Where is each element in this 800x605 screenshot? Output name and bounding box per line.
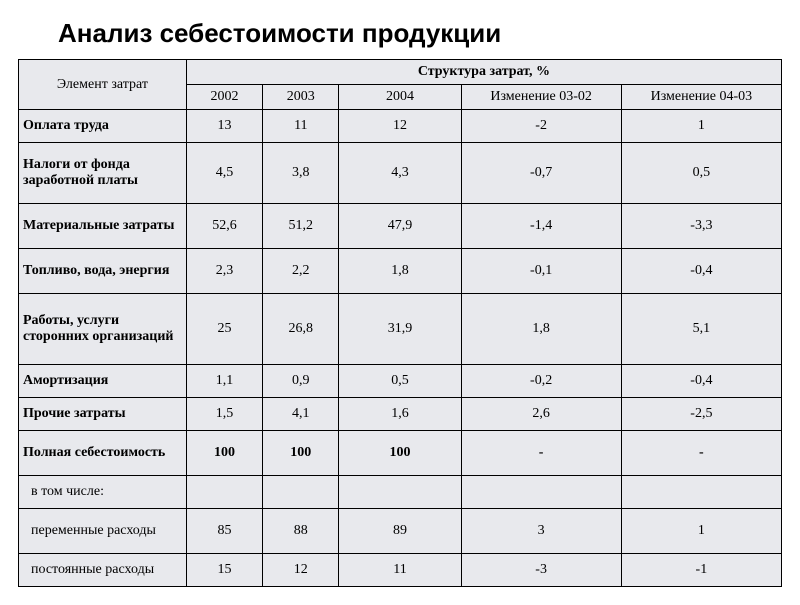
cell-value: 1,6 bbox=[339, 398, 461, 431]
cell-value: 0,5 bbox=[621, 143, 781, 204]
cell-value: 4,1 bbox=[263, 398, 339, 431]
cell-value: 26,8 bbox=[263, 294, 339, 365]
table-header-row-1: Элемент затрат Структура затрат, % bbox=[19, 60, 782, 85]
cell-value: 4,3 bbox=[339, 143, 461, 204]
col-header-change-03-02: Изменение 03-02 bbox=[461, 85, 621, 110]
table-row: Оплата труда131112-21 bbox=[19, 110, 782, 143]
cell-value: -0,2 bbox=[461, 365, 621, 398]
row-label: Работы, услуги сторонних организаций bbox=[19, 294, 187, 365]
row-label: Амортизация bbox=[19, 365, 187, 398]
cell-value: 31,9 bbox=[339, 294, 461, 365]
table-row: Амортизация1,10,90,5-0,2-0,4 bbox=[19, 365, 782, 398]
row-label: Налоги от фонда заработной платы bbox=[19, 143, 187, 204]
cell-value: 100 bbox=[339, 431, 461, 476]
cell-value: -3 bbox=[461, 554, 621, 587]
cell-value bbox=[186, 476, 262, 509]
cell-value: 52,6 bbox=[186, 204, 262, 249]
col-header-group: Структура затрат, % bbox=[186, 60, 781, 85]
cell-value: 13 bbox=[186, 110, 262, 143]
cell-value: 11 bbox=[339, 554, 461, 587]
cell-value: 4,5 bbox=[186, 143, 262, 204]
cell-value: 100 bbox=[263, 431, 339, 476]
cell-value: 85 bbox=[186, 509, 262, 554]
cell-value: 1,5 bbox=[186, 398, 262, 431]
table-row: Прочие затраты1,54,11,62,6-2,5 bbox=[19, 398, 782, 431]
cell-value: 3,8 bbox=[263, 143, 339, 204]
cell-value: -3,3 bbox=[621, 204, 781, 249]
col-header-element: Элемент затрат bbox=[19, 60, 187, 110]
table-body: Оплата труда131112-21Налоги от фонда зар… bbox=[19, 110, 782, 587]
cell-value: 25 bbox=[186, 294, 262, 365]
cell-value: 1,8 bbox=[461, 294, 621, 365]
cell-value: 1,1 bbox=[186, 365, 262, 398]
cost-structure-table: Элемент затрат Структура затрат, % 2002 … bbox=[18, 59, 782, 587]
cell-value: 0,5 bbox=[339, 365, 461, 398]
cell-value: 89 bbox=[339, 509, 461, 554]
cell-value: -2 bbox=[461, 110, 621, 143]
table-row: Материальные затраты52,651,247,9-1,4-3,3 bbox=[19, 204, 782, 249]
cell-value: -1,4 bbox=[461, 204, 621, 249]
cell-value: -0,4 bbox=[621, 249, 781, 294]
cell-value bbox=[621, 476, 781, 509]
table-row: в том числе: bbox=[19, 476, 782, 509]
table-row: Топливо, вода, энергия2,32,21,8-0,1-0,4 bbox=[19, 249, 782, 294]
cell-value: -0,7 bbox=[461, 143, 621, 204]
cell-value: 3 bbox=[461, 509, 621, 554]
cell-value: -1 bbox=[621, 554, 781, 587]
cell-value: 2,2 bbox=[263, 249, 339, 294]
cell-value: 11 bbox=[263, 110, 339, 143]
cell-value: -0,1 bbox=[461, 249, 621, 294]
col-header-change-04-03: Изменение 04-03 bbox=[621, 85, 781, 110]
row-label: Топливо, вода, энергия bbox=[19, 249, 187, 294]
cell-value: 1 bbox=[621, 509, 781, 554]
table-row: Работы, услуги сторонних организаций2526… bbox=[19, 294, 782, 365]
cell-value bbox=[339, 476, 461, 509]
cell-value: - bbox=[461, 431, 621, 476]
col-header-2002: 2002 bbox=[186, 85, 262, 110]
cell-value: 12 bbox=[339, 110, 461, 143]
row-label: Полная себестоимость bbox=[19, 431, 187, 476]
row-label: в том числе: bbox=[19, 476, 187, 509]
cell-value: 47,9 bbox=[339, 204, 461, 249]
cell-value: -0,4 bbox=[621, 365, 781, 398]
row-label: переменные расходы bbox=[19, 509, 187, 554]
cell-value: -2,5 bbox=[621, 398, 781, 431]
cell-value: 5,1 bbox=[621, 294, 781, 365]
cell-value: 1,8 bbox=[339, 249, 461, 294]
row-label: Оплата труда bbox=[19, 110, 187, 143]
table-row: переменные расходы85888931 bbox=[19, 509, 782, 554]
page-title: Анализ себестоимости продукции bbox=[58, 18, 782, 49]
row-label: Прочие затраты bbox=[19, 398, 187, 431]
cell-value: 51,2 bbox=[263, 204, 339, 249]
table-row: постоянные расходы151211-3-1 bbox=[19, 554, 782, 587]
cell-value: 15 bbox=[186, 554, 262, 587]
cell-value bbox=[263, 476, 339, 509]
row-label: Материальные затраты bbox=[19, 204, 187, 249]
cell-value: 12 bbox=[263, 554, 339, 587]
col-header-2003: 2003 bbox=[263, 85, 339, 110]
cell-value: 2,6 bbox=[461, 398, 621, 431]
cell-value: 1 bbox=[621, 110, 781, 143]
cell-value: 2,3 bbox=[186, 249, 262, 294]
cell-value: 0,9 bbox=[263, 365, 339, 398]
cell-value: 88 bbox=[263, 509, 339, 554]
row-label: постоянные расходы bbox=[19, 554, 187, 587]
cell-value: - bbox=[621, 431, 781, 476]
col-header-2004: 2004 bbox=[339, 85, 461, 110]
table-row: Налоги от фонда заработной платы4,53,84,… bbox=[19, 143, 782, 204]
cell-value bbox=[461, 476, 621, 509]
cell-value: 100 bbox=[186, 431, 262, 476]
table-row: Полная себестоимость100100100-- bbox=[19, 431, 782, 476]
